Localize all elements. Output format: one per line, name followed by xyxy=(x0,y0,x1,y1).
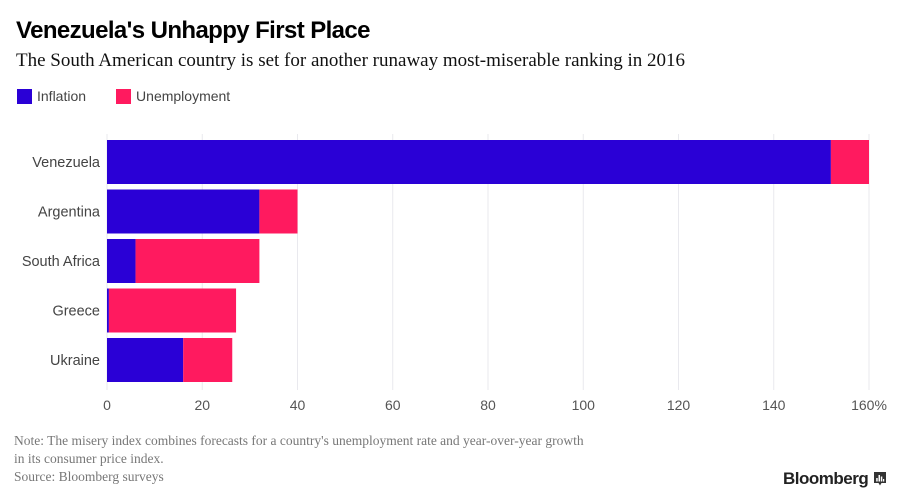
category-label-ukraine: Ukraine xyxy=(50,353,100,369)
brand-name: Bloomberg xyxy=(783,469,869,488)
bar-venezuela-inflation xyxy=(107,140,831,184)
bar-ukraine-unemployment xyxy=(183,338,233,382)
legend-label-unemployment: Unemployment xyxy=(136,88,231,104)
bar-greece-unemployment xyxy=(108,288,237,333)
legend-swatch-unemployment xyxy=(116,88,132,104)
bars xyxy=(107,140,869,382)
category-label-venezuela: Venezuela xyxy=(32,155,101,171)
note-line-1: Note: The misery index combines forecast… xyxy=(14,433,584,448)
bloomberg-chart-icon xyxy=(874,472,887,486)
category-label-greece: Greece xyxy=(52,304,100,320)
x-tick-label: 40 xyxy=(290,397,306,413)
bar-south-africa-unemployment xyxy=(135,239,260,283)
bar-south-africa-inflation xyxy=(107,239,136,283)
legend-swatch-inflation xyxy=(17,88,32,104)
x-tick-label: 120 xyxy=(667,397,691,413)
bar-greece-inflation xyxy=(107,288,109,333)
x-tick-label: 0 xyxy=(103,397,111,413)
legend-item-unemployment: Unemployment xyxy=(116,88,230,104)
legend: Inflation Unemployment xyxy=(17,88,260,104)
bar-venezuela-unemployment xyxy=(830,140,869,184)
footnote: Note: The misery index combines forecast… xyxy=(14,432,774,486)
legend-label-inflation: Inflation xyxy=(37,88,87,104)
bar-argentina-unemployment xyxy=(259,189,298,234)
bloomberg-logo: Bloomberg xyxy=(783,469,887,489)
legend-item-inflation: Inflation xyxy=(17,88,86,104)
bar-argentina-inflation xyxy=(107,189,260,234)
chart-title: Venezuela's Unhappy First Place xyxy=(16,17,371,44)
source-line: Source: Bloomberg surveys xyxy=(14,469,164,484)
x-tick-label: 160% xyxy=(851,397,887,413)
bar-ukraine-inflation xyxy=(107,338,184,382)
category-label-south-africa: South Africa xyxy=(22,254,101,270)
category-labels: Venezuela Argentina South Africa Greece Ukra… xyxy=(22,155,101,369)
category-label-argentina: Argentina xyxy=(38,205,101,221)
x-tick-label: 100 xyxy=(572,397,596,413)
stacked-bar-chart: Venezuela Argentina South Africa Greece Ukra… xyxy=(22,134,887,413)
note-line-2: in its consumer price index. xyxy=(14,451,164,466)
chart-subtitle: The South American country is set for an… xyxy=(16,50,686,71)
x-tick-label: 20 xyxy=(194,397,210,413)
x-tick-label: 60 xyxy=(385,397,401,413)
x-tick-label: 140 xyxy=(762,397,786,413)
x-tick-label: 80 xyxy=(480,397,496,413)
x-axis-tick-labels: 0 20 40 60 80 100 120 140 160% xyxy=(103,397,887,413)
